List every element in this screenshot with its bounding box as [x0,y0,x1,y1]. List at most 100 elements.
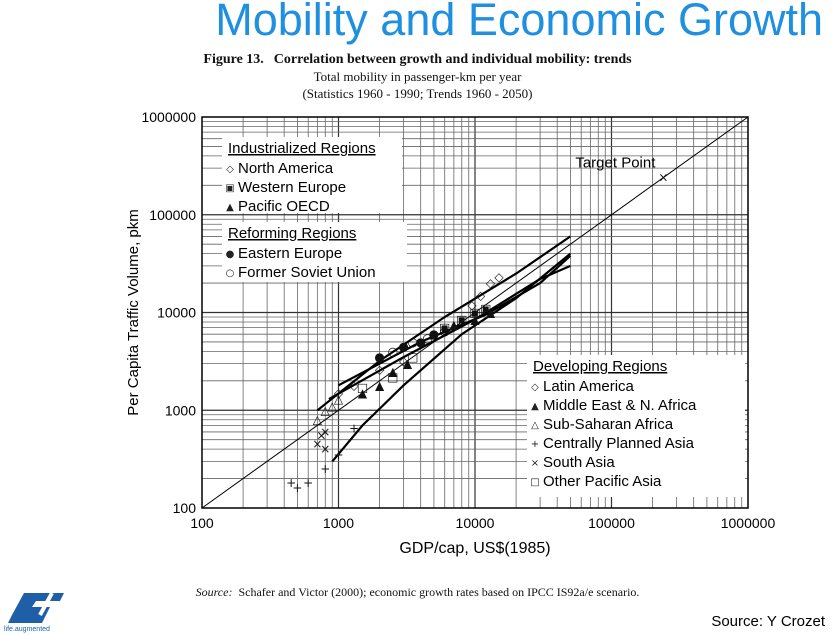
x-axis-label: GDP/cap, US$(1985) [399,540,550,557]
legend-box [222,222,407,282]
y-tick-label: 100 [173,500,197,516]
data-point: △ [334,392,344,406]
data-point: ● [429,327,439,341]
data-point: ▣ [439,321,450,335]
x-tick-label: 1000000 [721,515,776,531]
data-point: △ [328,399,338,413]
legend-title: Industrialized Regions [228,140,376,157]
reference-line [201,116,749,509]
x-tick-label: 10000 [456,515,495,531]
source-label: Source: [195,585,233,599]
data-point: ▲ [388,364,398,378]
data-point: + [333,448,343,462]
data-point: △ [313,413,323,427]
data-point: × [312,437,322,451]
y-axis-label: Per Capita Traffic Volume, pkm [125,209,142,415]
data-point: ▲ [429,327,439,341]
figure-subtitle: Total mobility in passenger-km per year [313,69,522,84]
legend-label: North America [238,160,334,177]
y-tick-label: 1000 [165,402,196,418]
legend-marker: □ [530,477,539,488]
data-point: + [320,462,330,476]
data-point: ◇ [349,378,359,392]
figure-caption: Figure 13. Correlation between growth and… [0,52,835,102]
data-point: □ [387,370,398,384]
data-point: ◇ [494,270,504,284]
data-point: ◇ [467,298,477,312]
legend-marker: ◇ [226,164,234,175]
legend-label: Middle East & N. Africa [543,397,697,414]
data-point: ▲ [375,378,385,392]
data-point: ▲ [486,306,496,320]
data-point: ● [374,350,384,364]
target-point-label: Target Point [575,155,656,172]
data-point: ◇ [486,276,496,290]
data-point: ▲ [403,357,413,371]
st-logo-icon [8,592,64,623]
figure-note: (Statistics 1960 - 1990; Trends 1960 - 2… [302,86,533,101]
data-point: ◇ [399,354,409,368]
data-point: + [349,422,359,436]
data-point: ● [415,335,425,349]
y-tick-label: 1000000 [141,109,196,125]
legend-marker: ▣ [225,183,234,194]
data-point: × [320,442,330,456]
legend-box [527,355,745,497]
trend-line [316,235,572,412]
trend-line [337,254,572,387]
data-point: ○ [422,331,432,345]
figure-source: Source: Schafer and Victor (2000); econom… [0,585,835,600]
data-point: × [658,171,668,185]
data-point: ▲ [470,312,480,326]
data-point: ● [398,339,408,353]
x-tick-label: 100000 [588,515,635,531]
data-point: ▲ [358,386,368,400]
trend-line [331,252,572,463]
legend-label: Centrally Planned Asia [543,435,695,452]
logo-tagline: life.augmented [4,626,50,633]
x-tick-label: 1000 [323,515,354,531]
figure-title: Correlation between growth and individua… [273,52,632,67]
plot-frame [201,116,749,509]
data-point: ▣ [456,312,467,326]
legend-marker: ▲ [531,401,539,412]
legend-box [222,137,402,213]
legend-label: Sub-Saharan Africa [543,416,674,433]
x-tick-label: 100 [190,515,214,531]
data-point: ◇ [334,386,344,400]
source-text: Schafer and Victor (2000); economic grow… [238,585,640,599]
data-point: × [320,425,330,439]
legend-marker: ● [226,249,235,260]
legend-label: Western Europe [238,179,346,196]
data-point: ▣ [469,306,480,320]
data-point: □ [357,381,368,395]
data-point: ◇ [375,363,385,377]
legend-label: Former Soviet Union [238,264,376,281]
legend-marker: ○ [226,268,235,279]
y-tick-label: 10000 [157,305,196,321]
data-point: □ [407,350,418,364]
legend-title: Reforming Regions [228,225,356,242]
legend-label: Latin America [543,378,635,395]
legend-label: South Asia [543,454,615,471]
legend-marker: × [531,458,539,469]
data-point: △ [321,403,331,417]
data-point: ○ [388,344,398,358]
data-point: × [316,429,326,443]
data-point: ◇ [476,288,486,302]
legend-marker: ▲ [226,202,234,213]
data-point: ▲ [449,318,459,332]
legend-marker: △ [531,420,539,431]
figure-title-line: Figure 13. Correlation between growth and… [0,52,835,68]
data-point: ▣ [480,301,491,315]
data-point: + [292,481,302,495]
slide-credit: Source: Y Crozet [711,613,825,630]
data-point: + [286,476,296,490]
legend-label: Other Pacific Asia [543,473,662,490]
slide-title: Mobility and Economic Growth [215,0,823,45]
data-point: ○ [439,324,449,338]
legend-label: Eastern Europe [238,245,342,262]
legend-marker: ◇ [531,382,539,393]
y-tick-label: 100000 [149,207,196,223]
